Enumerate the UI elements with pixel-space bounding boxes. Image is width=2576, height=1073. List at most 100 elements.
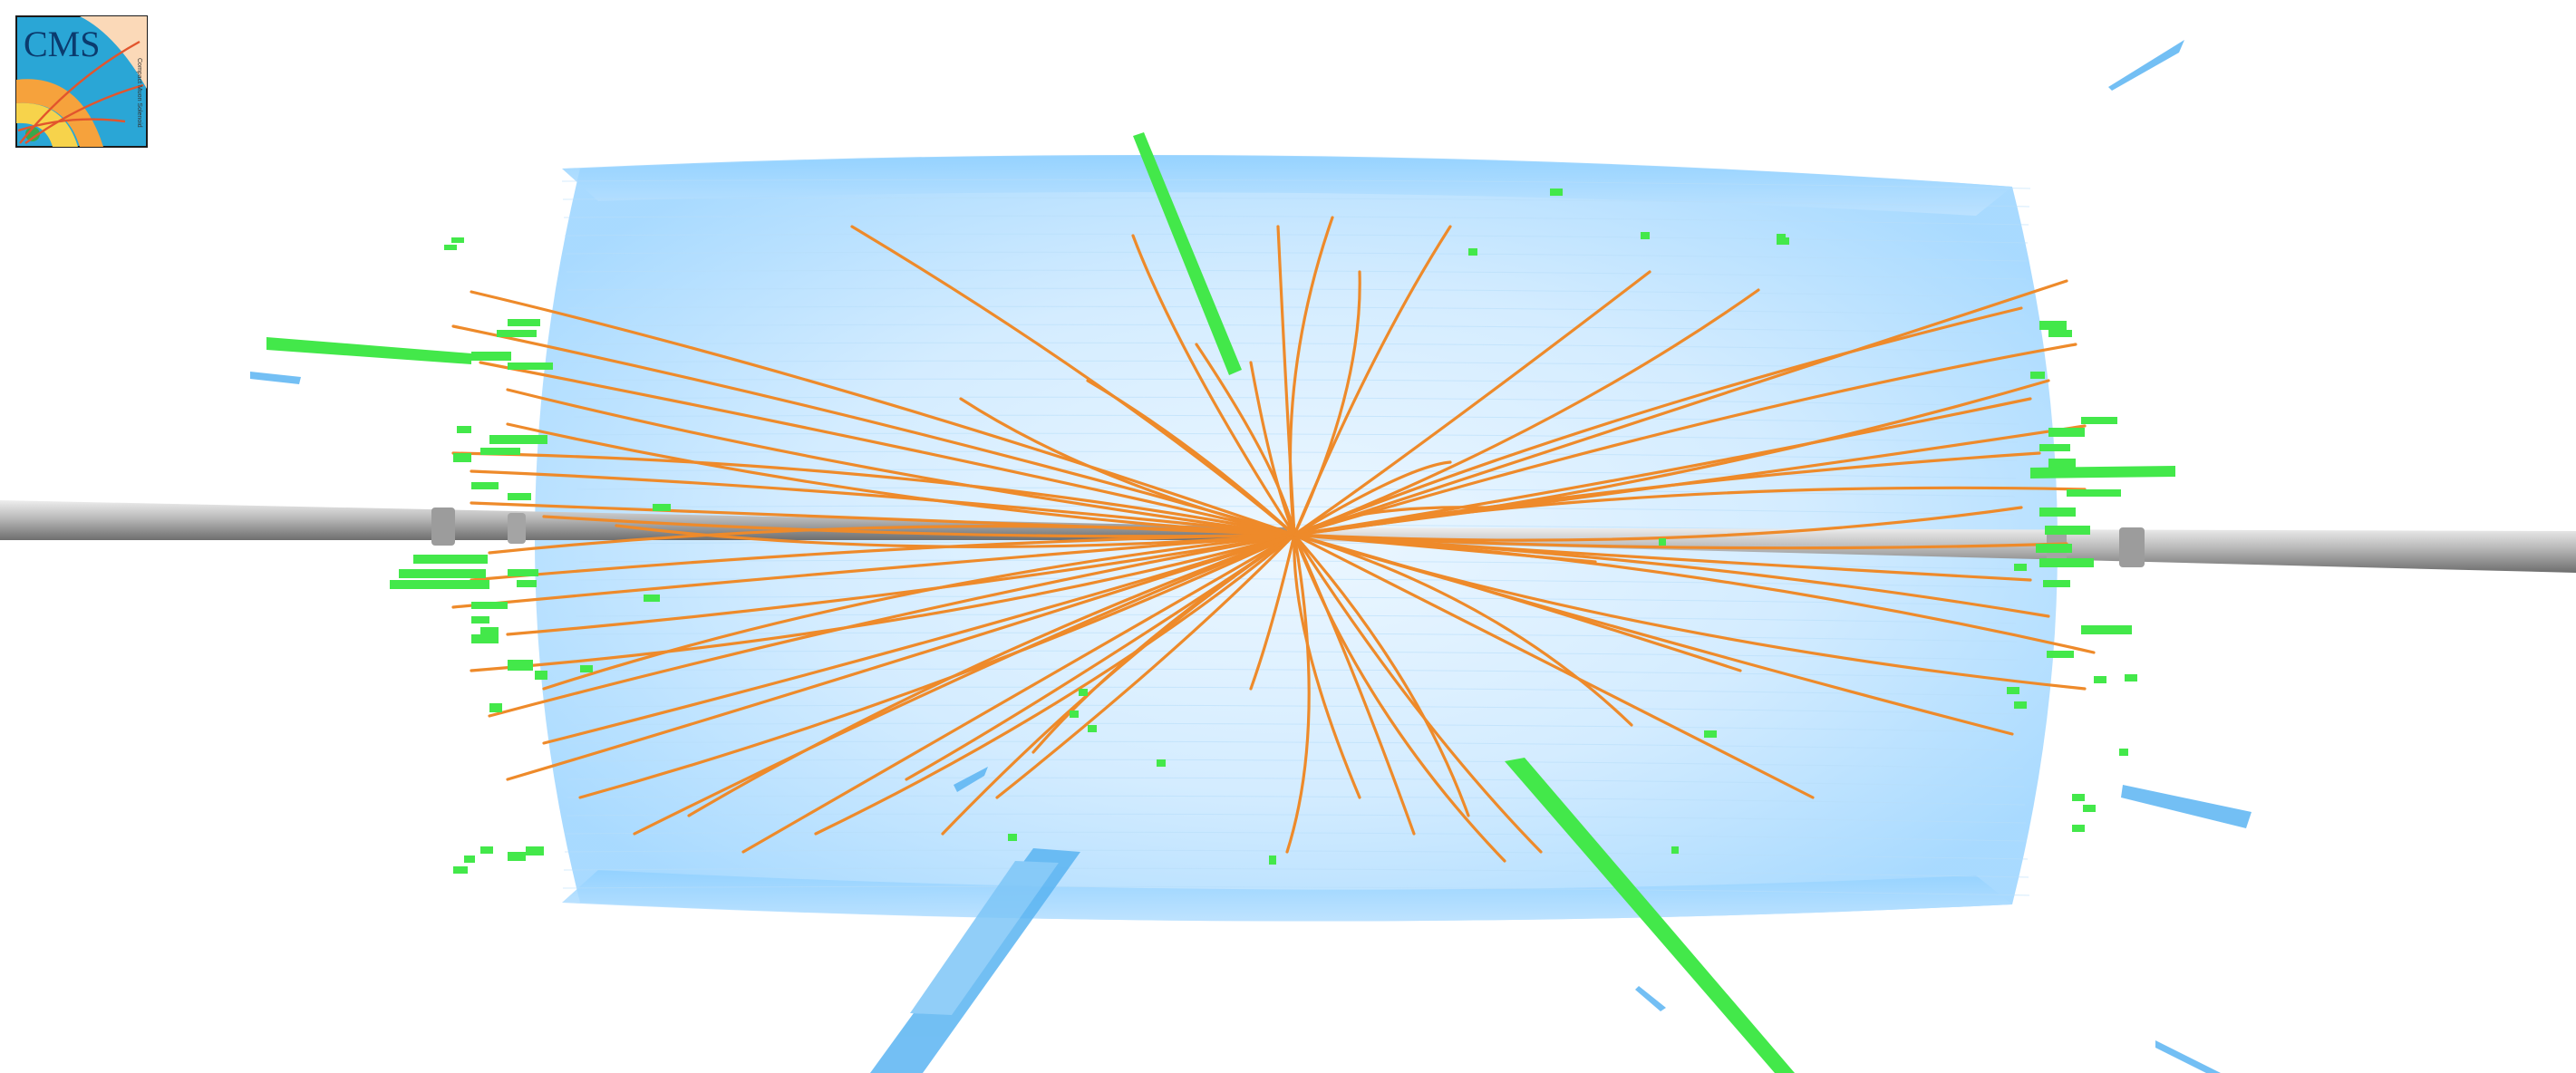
tracker-layer-line bbox=[562, 885, 2030, 896]
ecal-hit bbox=[508, 569, 538, 576]
cms-logo-green-dot bbox=[25, 127, 40, 141]
tracker-layer-line bbox=[576, 487, 2016, 498]
ecal-hit bbox=[535, 671, 547, 680]
track-line bbox=[1293, 533, 2087, 691]
track-line bbox=[1293, 533, 1506, 863]
ecal-hit bbox=[508, 493, 531, 500]
ecal-hit bbox=[457, 426, 471, 433]
track-line bbox=[542, 533, 1296, 745]
hcal-tower bbox=[2108, 40, 2184, 91]
tracker-layer-line bbox=[570, 722, 2022, 733]
tracker-layer-line bbox=[571, 378, 2021, 389]
track-line bbox=[451, 533, 1296, 609]
ecal-hit bbox=[1468, 248, 1477, 256]
track-line bbox=[470, 533, 1296, 582]
ecal-hit bbox=[471, 602, 508, 609]
ecal-hit bbox=[1088, 725, 1097, 732]
hcal-energy-deposits bbox=[250, 40, 2252, 1073]
beam-pipe-flange bbox=[2119, 527, 2145, 567]
track-line bbox=[850, 225, 1296, 536]
track-line bbox=[488, 533, 1296, 718]
track-line bbox=[1293, 270, 1361, 536]
track-line bbox=[1293, 270, 1651, 536]
track-line bbox=[1293, 460, 1452, 536]
ecal-hit bbox=[471, 352, 511, 361]
hcal-tower bbox=[910, 861, 1059, 1015]
track-line bbox=[1293, 506, 2023, 542]
ecal-hit bbox=[508, 660, 533, 671]
ecal-hit bbox=[2043, 580, 2070, 587]
ecal-hit bbox=[2072, 825, 2085, 832]
ecal-hit bbox=[2072, 794, 2085, 801]
tracker-layer-line bbox=[564, 233, 2029, 244]
ecal-hit bbox=[1070, 710, 1079, 718]
cms-logo-icon: CMS Compact Muon Solenoid bbox=[15, 15, 148, 148]
ecal-hit bbox=[1008, 834, 1017, 841]
ecal-hit bbox=[2081, 625, 2132, 634]
tracker-layer-line bbox=[571, 704, 2021, 715]
ecal-hit bbox=[1269, 856, 1276, 865]
track-line bbox=[1195, 343, 1296, 536]
track-line bbox=[542, 533, 1296, 691]
tracker-layer-line bbox=[573, 668, 2019, 679]
ecal-hit bbox=[526, 846, 544, 856]
cms-logo-text: CMS bbox=[24, 24, 101, 64]
ecal-hit bbox=[2094, 676, 2106, 683]
ecal-hit bbox=[508, 852, 526, 861]
ecal-hit bbox=[1659, 538, 1666, 546]
track-line bbox=[814, 533, 1296, 836]
tracker-layer-line bbox=[573, 414, 2019, 425]
ecal-hit bbox=[2067, 489, 2121, 497]
cms-logo-track bbox=[17, 118, 126, 132]
tracker-layer-line bbox=[566, 269, 2027, 280]
tracker-layer-line bbox=[567, 777, 2025, 788]
ecal-hit bbox=[489, 703, 502, 712]
ecal-hit bbox=[1641, 232, 1650, 239]
beam-pipe-flange bbox=[508, 513, 526, 544]
ecal-hit bbox=[2047, 651, 2074, 658]
ecal-hit bbox=[2048, 459, 2076, 468]
ecal-hit bbox=[480, 846, 493, 854]
charged-particle-tracks bbox=[451, 216, 2096, 863]
track-line bbox=[506, 388, 1296, 536]
ecal-hit bbox=[480, 448, 520, 455]
ecal-hit bbox=[399, 569, 486, 578]
hcal-tower bbox=[1635, 986, 1666, 1011]
ecal-hit bbox=[2119, 749, 2128, 756]
tracker-layer-line bbox=[574, 650, 2019, 661]
ecal-hit bbox=[2048, 330, 2072, 337]
ecal-hit bbox=[644, 594, 660, 602]
cms-logo-yellow-arc bbox=[16, 102, 78, 147]
tracker-layer-line bbox=[572, 396, 2020, 407]
track-line bbox=[470, 533, 1296, 672]
ecal-hit bbox=[2125, 674, 2137, 682]
tracker-barrel-top-rim bbox=[562, 154, 2012, 216]
tracker-layer-line bbox=[561, 179, 2031, 189]
track-line bbox=[1131, 234, 1296, 536]
ecal-hit bbox=[653, 504, 671, 511]
track-line bbox=[1285, 533, 1311, 854]
tracker-layer-line bbox=[568, 324, 2024, 334]
ecal-hit bbox=[497, 330, 537, 337]
ecal-hit bbox=[464, 856, 475, 863]
cms-logo-orange-arc bbox=[16, 79, 103, 147]
ecal-hit bbox=[2036, 544, 2072, 553]
tracker-layer-line bbox=[563, 867, 2029, 878]
ecal-hit bbox=[471, 634, 499, 643]
ecal-hit bbox=[2030, 372, 2045, 379]
track-line bbox=[578, 533, 1296, 799]
ecal-hit bbox=[2039, 321, 2067, 330]
ecal-hit bbox=[2045, 526, 2090, 535]
track-line bbox=[451, 451, 1296, 536]
ecal-hit bbox=[517, 580, 537, 587]
ecal-hit bbox=[413, 555, 488, 564]
ecal-hit bbox=[451, 237, 464, 243]
tracker-layer-line bbox=[565, 831, 2028, 842]
cms-logo-subtext: Compact Muon Solenoid bbox=[136, 58, 142, 128]
track-line bbox=[1293, 533, 1815, 799]
track-line bbox=[1293, 343, 2077, 536]
ecal-hit bbox=[390, 580, 489, 589]
ecal-hit bbox=[480, 627, 499, 634]
ecal-hit bbox=[580, 665, 593, 672]
